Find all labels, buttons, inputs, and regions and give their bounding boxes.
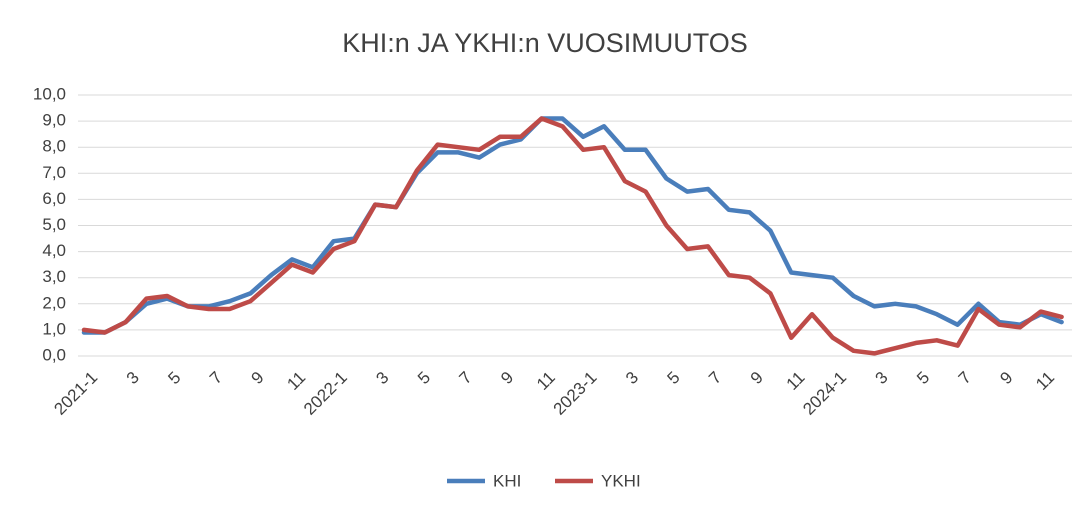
chart-title: KHI:n JA YKHI:n VUOSIMUUTOS xyxy=(342,28,748,58)
y-tick-label: 8,0 xyxy=(42,137,66,156)
x-tick-label: 3 xyxy=(622,368,642,388)
x-tick-label: 3 xyxy=(123,368,143,388)
x-tick-label: 5 xyxy=(164,368,184,388)
x-tick-label: 9 xyxy=(996,368,1016,388)
y-tick-label: 4,0 xyxy=(42,241,66,260)
x-tick-label: 2024-1 xyxy=(799,368,850,419)
x-tick-label: 9 xyxy=(747,368,767,388)
x-tick-label: 11 xyxy=(283,368,309,394)
x-tick-label: 2021-1 xyxy=(50,368,101,419)
x-tick-label: 7 xyxy=(705,368,725,388)
x-tick-label: 3 xyxy=(872,368,892,388)
y-tick-label: 5,0 xyxy=(42,215,66,234)
x-tick-label: 9 xyxy=(497,368,517,388)
series-line xyxy=(81,116,1064,356)
x-tick-label: 11 xyxy=(533,368,559,394)
x-tick-label: 11 xyxy=(783,368,809,394)
x-tick-label: 2022-1 xyxy=(300,368,351,419)
x-tick-label: 3 xyxy=(372,368,392,388)
x-tick-label: 7 xyxy=(955,368,975,388)
x-tick-label: 5 xyxy=(913,368,933,388)
x-tick-label: 7 xyxy=(206,368,226,388)
x-tick-label: 7 xyxy=(456,368,476,388)
x-tick-label: 9 xyxy=(248,368,268,388)
legend-label: KHI xyxy=(493,471,521,490)
x-tick-label: 2023-1 xyxy=(550,368,601,419)
y-tick-label: 3,0 xyxy=(42,267,66,286)
y-tick-label: 6,0 xyxy=(42,189,66,208)
y-tick-label: 9,0 xyxy=(42,111,66,130)
y-tick-label: 2,0 xyxy=(42,293,66,312)
x-tick-label: 11 xyxy=(1032,368,1058,394)
y-tick-label: 1,0 xyxy=(42,319,66,338)
legend-label: YKHI xyxy=(601,471,641,490)
series-line xyxy=(81,116,1064,335)
y-tick-label: 10,0 xyxy=(33,84,66,103)
y-tick-label: 7,0 xyxy=(42,163,66,182)
x-tick-label: 5 xyxy=(664,368,684,388)
y-tick-label: 0,0 xyxy=(42,345,66,364)
x-tick-label: 5 xyxy=(414,368,434,388)
